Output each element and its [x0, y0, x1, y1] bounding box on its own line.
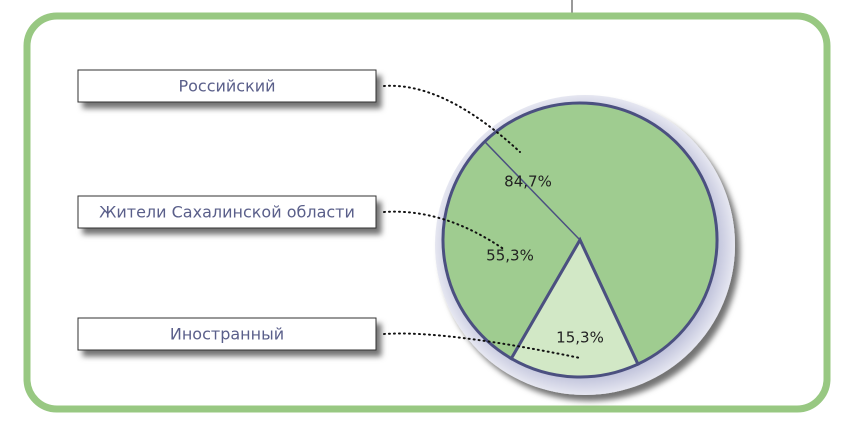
category-label: Российский — [178, 77, 275, 96]
value-label: 55,3% — [486, 247, 534, 265]
leader-line — [383, 210, 506, 251]
value-label: 15,3% — [556, 329, 604, 347]
leader-line — [383, 332, 581, 359]
pie-divider — [484, 141, 581, 241]
category-label: Жители Сахалинской области — [99, 203, 355, 222]
category-box — [77, 195, 377, 229]
pie — [441, 101, 719, 379]
category-box — [77, 69, 377, 103]
leader-line — [383, 84, 521, 153]
value-label: 84,7% — [504, 173, 552, 191]
labels: 84,7% 55,3% 15,3% Российский Жители Сахалинс… — [77, 69, 604, 359]
pie-slice — [509, 236, 640, 379]
category-box — [77, 317, 377, 351]
category-label: Иностранный — [170, 325, 284, 344]
